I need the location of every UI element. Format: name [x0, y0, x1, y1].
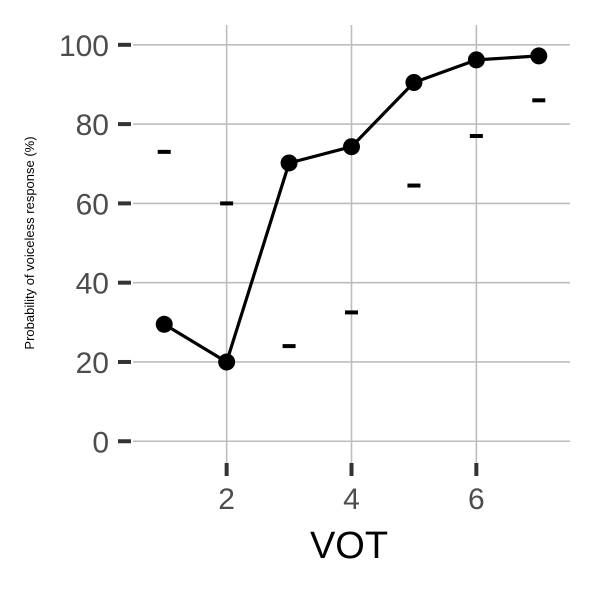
y-tick-label: 20	[76, 347, 109, 380]
dash-point	[469, 134, 483, 138]
y-tick-label: 40	[76, 268, 109, 301]
data-point	[343, 138, 360, 156]
data-point	[530, 47, 548, 65]
dash-point	[282, 344, 296, 349]
data-point	[218, 353, 236, 371]
x-axis-title: VOT	[310, 525, 388, 567]
tick-labels: 0 20 40 60 80 100 2 4 6	[59, 30, 485, 516]
y-tick-label: 100	[59, 30, 109, 63]
dash-point	[220, 201, 234, 206]
y-tick-label: 80	[76, 109, 109, 142]
dash-point	[532, 98, 546, 103]
data-point	[467, 51, 485, 69]
dash-point	[407, 183, 421, 188]
axis-ticks	[118, 42, 479, 476]
x-tick-label: 4	[343, 483, 360, 516]
y-axis-title: Probability of voiceless response (%)	[22, 136, 37, 349]
x-tick-label: 6	[468, 483, 485, 516]
data-point	[155, 315, 173, 333]
data-point	[280, 154, 298, 172]
y-tick-label: 0	[92, 426, 109, 459]
dash-point	[157, 149, 171, 154]
data-series	[155, 47, 548, 371]
dash-point	[345, 310, 358, 315]
data-point	[405, 73, 423, 91]
x-tick-label: 2	[218, 483, 235, 516]
y-tick-label: 60	[76, 188, 109, 221]
grid	[133, 25, 570, 469]
